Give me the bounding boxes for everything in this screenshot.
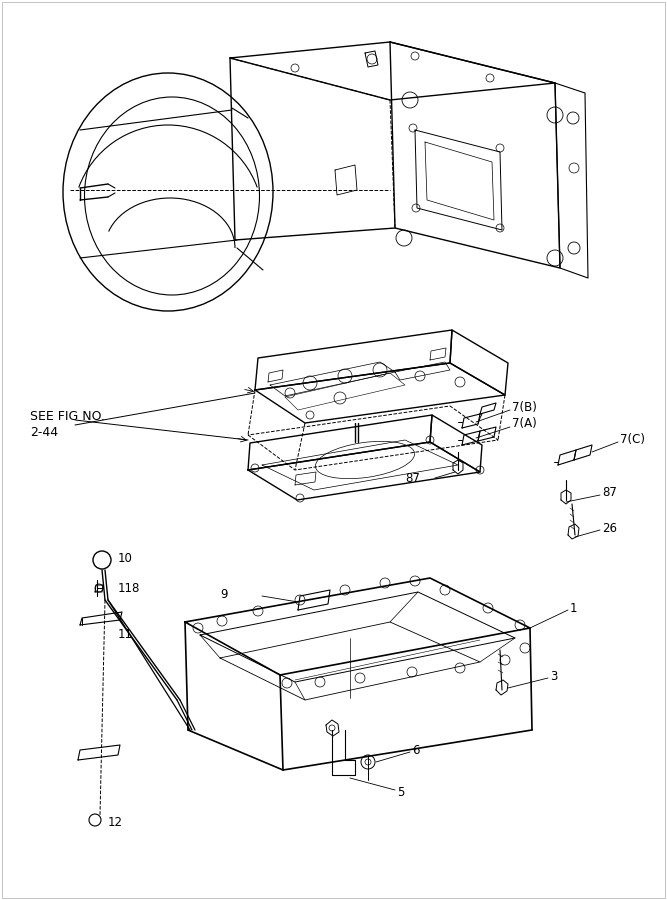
Text: 9: 9 bbox=[221, 588, 228, 600]
Text: 26: 26 bbox=[602, 521, 617, 535]
Text: 118: 118 bbox=[118, 581, 140, 595]
Text: 7(B): 7(B) bbox=[512, 400, 537, 413]
Text: 7(A): 7(A) bbox=[512, 418, 537, 430]
Text: 1: 1 bbox=[570, 601, 578, 615]
Text: 12: 12 bbox=[108, 815, 123, 829]
Text: 6: 6 bbox=[412, 743, 420, 757]
Text: 87: 87 bbox=[602, 487, 617, 500]
Text: 2-44: 2-44 bbox=[30, 426, 58, 438]
Text: 5: 5 bbox=[397, 786, 404, 798]
Text: 7(C): 7(C) bbox=[620, 434, 645, 446]
Text: 87: 87 bbox=[405, 472, 420, 484]
Text: 10: 10 bbox=[118, 552, 133, 564]
Text: 3: 3 bbox=[550, 670, 558, 682]
Text: 11: 11 bbox=[118, 628, 133, 642]
Text: SEE FIG NO.: SEE FIG NO. bbox=[30, 410, 105, 424]
